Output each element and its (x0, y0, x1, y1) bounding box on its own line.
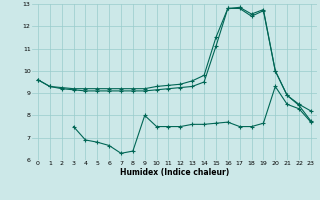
X-axis label: Humidex (Indice chaleur): Humidex (Indice chaleur) (120, 168, 229, 177)
